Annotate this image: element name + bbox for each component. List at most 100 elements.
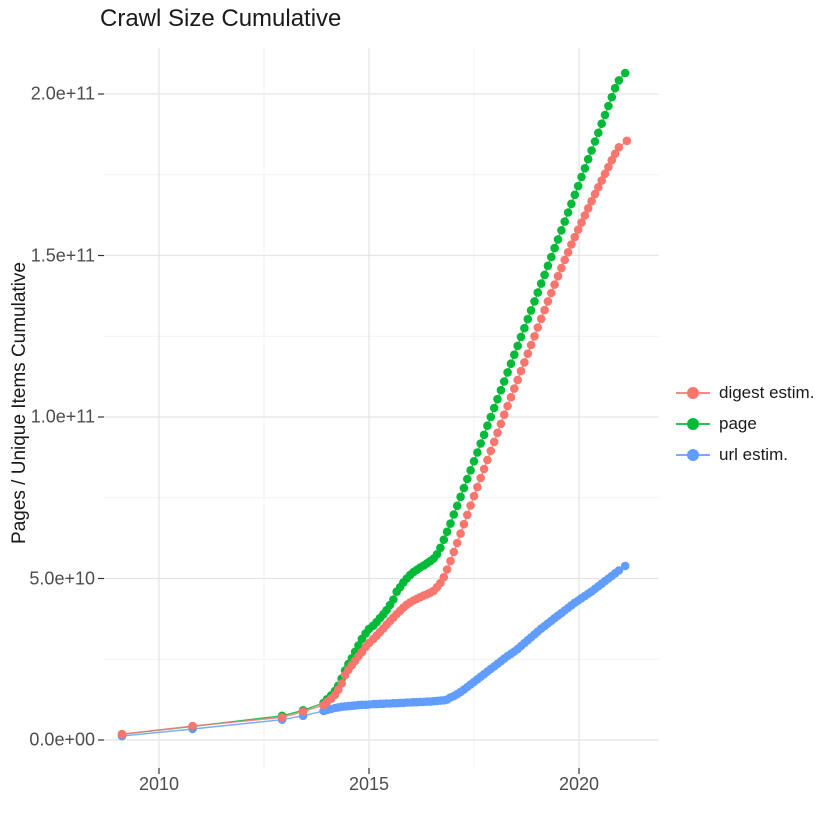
y-tick-label: 5.0e+10 (29, 568, 95, 588)
data-point (117, 729, 127, 739)
data-point (550, 243, 559, 253)
data-point (476, 439, 486, 448)
data-point (594, 128, 603, 138)
x-tick-label: 2020 (558, 774, 600, 794)
data-point (560, 255, 569, 265)
legend-label: url estim. (719, 444, 788, 464)
data-point (449, 547, 459, 557)
data-point (513, 341, 522, 351)
data-point (526, 340, 536, 350)
data-point (600, 110, 610, 120)
data-point (614, 143, 624, 152)
series-line-url-estim- (121, 565, 626, 737)
data-point (607, 155, 617, 165)
data-point (446, 519, 455, 528)
y-tick-label: 0.0e+00 (29, 729, 95, 750)
data-point (506, 359, 516, 369)
data-point (277, 713, 287, 722)
data-point (456, 492, 465, 502)
series-line-digest-estim- (121, 140, 628, 735)
data-point (536, 279, 546, 288)
data-point (597, 176, 606, 185)
data-point (557, 226, 566, 235)
data-point (389, 595, 398, 604)
data-point (553, 235, 563, 244)
data-point (540, 270, 549, 280)
x-tick-label: 2015 (348, 774, 390, 794)
data-point (560, 217, 569, 226)
data-point (449, 510, 459, 519)
data-point (600, 169, 610, 179)
data-point (622, 136, 632, 146)
data-point (567, 199, 576, 209)
data-point (510, 384, 519, 393)
data-point (604, 162, 613, 172)
data-point (469, 491, 479, 501)
data-point (489, 403, 499, 413)
legend-key-icon (676, 416, 710, 432)
data-point (452, 538, 462, 548)
data-point (489, 437, 499, 447)
data-point (483, 421, 492, 431)
legend-item-url-estim-: url estim. (676, 439, 814, 470)
data-point (516, 332, 526, 342)
y-tick-label: 1.0e+11 (30, 406, 95, 427)
data-point (530, 332, 539, 341)
data-point (550, 280, 559, 289)
data-point (526, 306, 536, 315)
legend-label: page (719, 413, 757, 433)
chart-title: Crawl Size Cumulative (100, 5, 342, 32)
data-point (442, 565, 452, 574)
data-point (446, 556, 455, 566)
data-point (479, 464, 489, 474)
data-point (513, 375, 522, 385)
data-point (456, 529, 465, 538)
data-point (607, 92, 617, 102)
legend-item-digest-estim-: digest estim. (676, 377, 814, 408)
data-point (610, 149, 620, 159)
data-point (520, 323, 529, 333)
data-point (590, 189, 600, 199)
data-point (334, 685, 343, 695)
data-point (540, 305, 549, 315)
data-point (597, 119, 606, 128)
data-point (188, 721, 197, 731)
data-point (577, 218, 586, 227)
data-point (604, 101, 613, 111)
data-point (503, 368, 512, 377)
data-point (298, 707, 308, 716)
x-tick-label: 2010 (138, 774, 180, 794)
data-point (563, 208, 573, 217)
data-point (570, 232, 580, 242)
data-point (533, 288, 543, 297)
data-point (567, 240, 576, 249)
data-point (570, 190, 580, 200)
data-point (587, 196, 596, 206)
data-point (466, 501, 475, 510)
data-point (466, 466, 475, 475)
data-point (543, 261, 553, 271)
data-point (573, 225, 583, 234)
data-point (476, 473, 486, 483)
legend: digest estim. page url estim. (676, 377, 814, 470)
data-point (499, 410, 509, 420)
data-point (463, 474, 472, 484)
data-point (577, 172, 586, 182)
legend-key-icon (676, 385, 710, 401)
data-point (580, 211, 590, 220)
data-point (506, 393, 516, 402)
data-point (583, 204, 593, 213)
data-point (439, 572, 449, 582)
data-point (483, 455, 492, 465)
data-point (354, 641, 363, 650)
data-point (583, 154, 593, 164)
data-point (496, 385, 506, 395)
data-point (553, 271, 563, 281)
data-point (479, 430, 489, 440)
data-point (587, 146, 596, 155)
data-point (486, 446, 496, 456)
data-point (523, 349, 533, 359)
data-point (543, 297, 553, 306)
data-point (510, 350, 519, 360)
